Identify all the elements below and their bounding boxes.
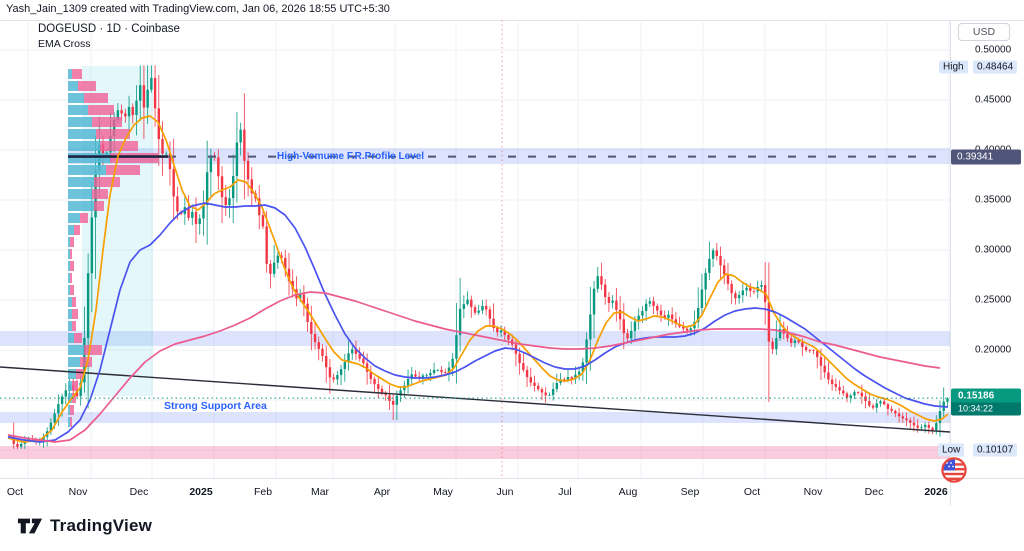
time-axis[interactable]: Oct Nov Dec 2025 Feb Mar Apr May Jun Jul Aug Sep Oct… — [0, 479, 1024, 505]
time-tick-label: Mar — [310, 486, 330, 498]
last-price-badge: 0.15186 10:34:22 — [951, 388, 1021, 416]
timeline-divider — [0, 478, 1024, 479]
axis-divider — [950, 20, 951, 506]
low-label-chip: Low — [938, 443, 965, 456]
time-tick-label: Nov — [68, 486, 88, 498]
candlestick-chart — [0, 20, 950, 478]
price-tick-label: 0.50000 — [975, 44, 1012, 56]
ema-slow-pink — [7, 291, 941, 443]
footer: TradingView — [0, 506, 1024, 551]
attribution-text: Yash_Jain_1309 created with TradingView.… — [6, 3, 390, 15]
price-tick-label: 0.45000 — [975, 94, 1012, 106]
tradingview-logo-icon — [17, 518, 43, 534]
support-band — [0, 412, 950, 423]
time-tick-label: Dec — [129, 486, 149, 498]
volume-profile — [68, 69, 158, 427]
currency-toggle-button[interactable]: USD — [958, 23, 1010, 41]
grid — [0, 20, 950, 478]
header-divider — [0, 20, 1024, 21]
tradingview-brand-link[interactable]: TradingView — [17, 515, 152, 537]
time-tick-label: Aug — [618, 486, 638, 498]
time-tick-label: 2025 — [189, 486, 213, 498]
low-pink-band — [0, 446, 950, 459]
ema-fast-orange — [7, 115, 949, 443]
time-tick-label: Sep — [680, 486, 700, 498]
time-tick-label: Jun — [496, 486, 514, 498]
chart-legend: DOGEUSD · 1D · Coinbase EMA Cross — [38, 23, 180, 50]
time-tick-label: Apr — [373, 486, 391, 498]
flag-coin-icon — [941, 457, 967, 483]
time-tick-label: Jul — [558, 486, 572, 498]
symbol-legend[interactable]: DOGEUSD · 1D · Coinbase — [38, 23, 180, 35]
price-tick-label: 0.25000 — [975, 294, 1012, 306]
bar-countdown: 10:34:22 — [951, 402, 1021, 416]
hv-profile-level-label[interactable]: High-Vomume F.R.Profile Level — [277, 151, 425, 162]
trendline — [0, 366, 950, 433]
price-chart-pane[interactable]: High-Vomume F.R.Profile Level Strong Sup… — [0, 20, 950, 478]
price-tick-label: 0.30000 — [975, 244, 1012, 256]
time-tick-label: Nov — [803, 486, 823, 498]
time-tick-label: Oct — [6, 486, 24, 498]
high-label-chip: High — [939, 60, 968, 73]
resistance-band — [0, 331, 950, 346]
ema-mid-blue — [7, 202, 949, 443]
indicator-legend[interactable]: EMA Cross — [38, 38, 91, 50]
price-tick-label: 0.20000 — [975, 344, 1012, 356]
time-tick-label: Oct — [743, 486, 761, 498]
time-tick-label: Feb — [253, 486, 273, 498]
low-value-chip: 0.10107 — [973, 443, 1018, 456]
emas — [7, 115, 949, 443]
hv-level-price-badge: 0.39341 — [951, 149, 1021, 165]
time-tick-label: 2026 — [924, 486, 948, 498]
zones — [0, 148, 950, 459]
high-value-chip: 0.48464 — [973, 60, 1018, 73]
brand-name: TradingView — [50, 516, 153, 535]
price-tick-label: 0.35000 — [975, 194, 1012, 206]
time-tick-label: Dec — [864, 486, 884, 498]
descending-trendline — [0, 366, 950, 433]
last-price-value: 0.15186 — [951, 388, 1021, 403]
time-tick-label: May — [433, 486, 453, 498]
price-axis[interactable]: USD 0.500000.450000.400000.350000.300000… — [938, 20, 1024, 478]
strong-support-area-label[interactable]: Strong Support Area — [164, 400, 267, 412]
